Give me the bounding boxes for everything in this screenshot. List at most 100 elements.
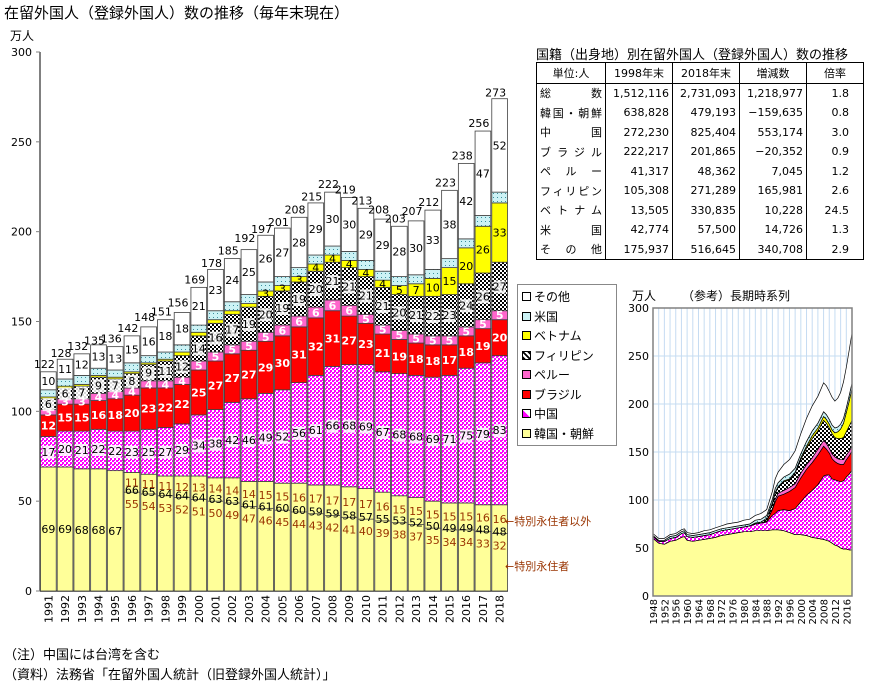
legend-swatch: [522, 370, 531, 380]
value-2018: 271,289: [672, 181, 740, 201]
data-label: 3: [45, 406, 53, 419]
data-label: 5: [245, 340, 253, 353]
row-label: ペルー: [536, 161, 606, 181]
bar-segment: [474, 215, 492, 227]
data-label: 23: [141, 403, 156, 416]
data-label: 56: [292, 427, 306, 440]
row-label: 米 国: [536, 220, 606, 240]
data-label: 19: [275, 302, 289, 315]
bar-segment: [140, 355, 157, 364]
data-label: 28: [292, 236, 306, 249]
data-label: 33: [426, 234, 440, 247]
total-label: 151: [151, 306, 172, 319]
data-label: 13: [108, 352, 122, 365]
value-1998: 42,774: [605, 220, 673, 240]
data-label: 42: [459, 195, 473, 208]
data-label: 31: [325, 333, 340, 346]
label-bg: [326, 275, 339, 289]
value-1998: 1,512,116: [605, 83, 673, 103]
data-label: 69: [58, 523, 72, 536]
data-label: 18: [459, 346, 474, 359]
lt-x-tick-label: 1956: [672, 599, 683, 624]
y-tick-label: 250: [11, 136, 32, 149]
data-label: 64: [175, 490, 189, 503]
lt-area: [652, 529, 853, 597]
value-1998: 175,937: [605, 239, 673, 260]
special-permanent-label: 54: [142, 500, 156, 513]
y-tick-label: 150: [11, 316, 32, 329]
total-label: 203: [385, 212, 406, 225]
x-tick-label: 1991: [42, 595, 55, 623]
non-special-label: 17: [326, 494, 340, 507]
data-label: 61: [309, 424, 323, 437]
data-label: 21: [375, 347, 390, 360]
data-label: 3: [78, 395, 86, 408]
y-tick-label: 0: [25, 585, 32, 598]
data-label: 7: [78, 386, 85, 399]
non-special-label: 16: [476, 511, 490, 524]
data-label: 17: [41, 446, 55, 459]
value-2018: 479,193: [672, 103, 740, 123]
data-label: 19: [392, 351, 407, 364]
value-change: 10,228: [739, 200, 807, 220]
bar-segment: [274, 227, 291, 277]
data-label: 69: [359, 421, 373, 434]
non-special-label: 15: [275, 491, 289, 504]
lt-x-tick-label: 1952: [660, 599, 671, 624]
value-1998: 638,828: [605, 103, 673, 123]
bar-segment: [173, 312, 191, 346]
value-1998: 13,505: [605, 200, 673, 220]
data-label: 6: [329, 299, 337, 312]
special-permanent-label: 34: [459, 536, 473, 549]
bar-segment: [407, 220, 425, 276]
data-label: 12: [41, 420, 56, 433]
legend-label: 韓国・朝鮮: [534, 426, 595, 441]
non-special-label: 11: [142, 478, 156, 491]
x-tick-label: 2013: [410, 595, 423, 623]
x-tick-label: 2000: [193, 595, 206, 623]
label-bg: [293, 293, 305, 307]
label-bg: [42, 445, 55, 459]
header-ratio: 倍率: [806, 62, 864, 84]
bar-segment: [424, 209, 442, 270]
special-permanent-label: 32: [493, 540, 507, 553]
legend-item: その他: [522, 287, 612, 307]
x-tick-label: 2003: [243, 595, 256, 623]
data-label: 17: [442, 354, 457, 367]
special-permanent-label: 55: [125, 498, 139, 511]
data-label: 20: [492, 332, 508, 345]
lt-y-tick-label: 200: [628, 398, 649, 411]
data-label: 18: [158, 330, 172, 343]
data-label: 6: [345, 305, 353, 318]
total-label: 215: [301, 191, 322, 204]
data-label: 67: [376, 426, 390, 439]
data-label: 63: [225, 495, 239, 508]
data-label: 64: [192, 491, 206, 504]
data-label: 71: [443, 433, 457, 446]
data-label: 6: [62, 387, 69, 400]
data-label: 23: [358, 338, 373, 351]
data-label: 21: [342, 280, 356, 293]
data-label: 5: [379, 324, 387, 337]
x-tick-label: 1995: [109, 595, 122, 623]
bar-segment: [157, 319, 174, 353]
bar-segment: [90, 367, 107, 376]
legend-swatch: [522, 389, 531, 399]
header-change: 増減数: [739, 62, 807, 84]
data-label: 5: [462, 325, 470, 338]
table-row: ブラジル 222,217 201,865 −20,352 0.9: [536, 142, 864, 162]
data-label: 3: [262, 288, 269, 301]
data-label: 46: [242, 434, 256, 447]
bar-segment: [357, 207, 375, 261]
special-permanent-label: 51: [192, 505, 206, 518]
data-label: 15: [57, 412, 72, 425]
data-label: 14: [192, 342, 206, 355]
lt-x-tick-label: 2000: [797, 599, 808, 624]
legend-label: ペルー: [534, 368, 571, 383]
data-label: 38: [443, 218, 457, 231]
legend-item: ブラジル: [522, 385, 612, 405]
data-label: 27: [225, 372, 240, 385]
table-row: 韓国・朝鮮 638,828 479,193 −159,635 0.8: [536, 103, 864, 123]
nationality-table: 単位:人 1998年末 2018年末 増減数 倍率 総 数 1,512,116 2,…: [536, 62, 864, 260]
value-ratio: 1.8: [806, 83, 864, 103]
